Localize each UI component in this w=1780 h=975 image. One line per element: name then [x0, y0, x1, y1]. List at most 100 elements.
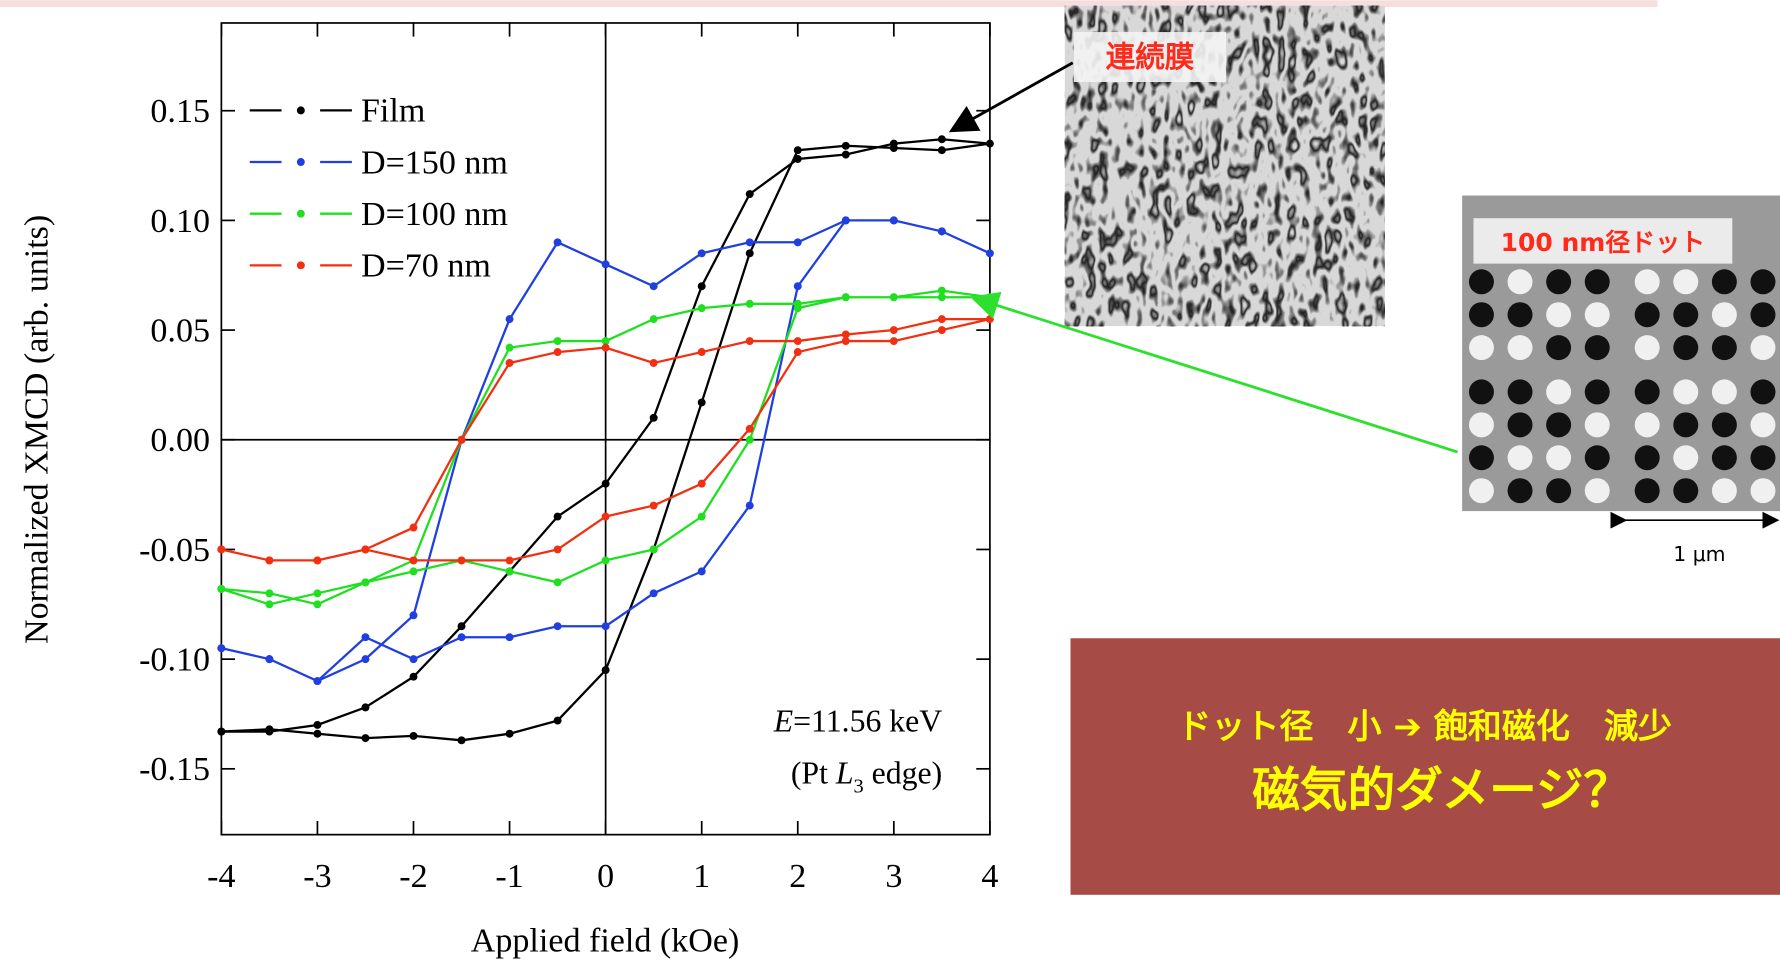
data-point: [505, 729, 514, 738]
data-point: [793, 155, 802, 163]
dot: [1507, 478, 1533, 504]
x-tick-label: -3: [303, 858, 331, 895]
data-point: [217, 545, 226, 554]
x-tick-label: 0: [597, 858, 614, 895]
dot: [1546, 478, 1572, 504]
data-point: [745, 424, 754, 433]
data-point: [457, 556, 466, 565]
data-point: [217, 584, 226, 593]
dot: [1750, 412, 1776, 438]
data-point: [553, 512, 562, 521]
annotation-part: L: [835, 756, 854, 791]
x-tick-label: -4: [207, 858, 235, 895]
scale-label: 1 μm: [1673, 542, 1725, 566]
dot: [1507, 445, 1533, 471]
data-point: [793, 337, 802, 346]
x-tick-label: -2: [399, 858, 427, 895]
data-point: [313, 720, 322, 729]
x-tick-label: -1: [495, 858, 523, 895]
data-point: [553, 348, 562, 357]
data-point: [937, 326, 946, 335]
data-point: [745, 238, 754, 247]
data-point: [841, 141, 850, 150]
dot: [1673, 379, 1699, 405]
x-tick-label: 2: [789, 858, 806, 895]
data-point: [841, 216, 850, 225]
data-point: [361, 703, 370, 712]
data-point: [697, 249, 706, 258]
dot: [1468, 412, 1494, 438]
data-point: [937, 315, 946, 324]
data-point: [745, 249, 754, 258]
data-point: [409, 672, 418, 681]
top-band: [0, 0, 1658, 8]
data-point: [505, 556, 514, 565]
data-point: [601, 479, 610, 488]
data-point: [601, 260, 610, 269]
dot: [1546, 412, 1572, 438]
dot: [1584, 302, 1610, 328]
x-tick-label: 3: [885, 858, 902, 895]
legend-swatch: [296, 106, 305, 115]
dot: [1711, 445, 1737, 471]
dot: [1584, 335, 1610, 361]
pointer-arrow: [948, 61, 1074, 133]
data-point: [457, 435, 466, 444]
legend-swatch: [296, 158, 305, 167]
data-point: [553, 238, 562, 247]
dot: [1634, 269, 1660, 295]
x-tick-label: 1: [693, 858, 710, 895]
data-point: [793, 238, 802, 247]
data-point: [937, 286, 946, 295]
data-point: [697, 512, 706, 521]
data-point: [601, 666, 610, 675]
annotation-part: =11.56 keV: [793, 703, 942, 738]
dot: [1750, 445, 1776, 471]
dot: [1634, 478, 1660, 504]
data-point: [505, 343, 514, 352]
data-point: [313, 729, 322, 738]
legend-label: D=150 nm: [361, 144, 508, 181]
y-tick-label: 0.15: [150, 93, 210, 130]
pointer-arrow: [970, 291, 1459, 454]
data-point: [265, 589, 274, 598]
data-point: [601, 337, 610, 346]
dot: [1584, 412, 1610, 438]
dot: [1546, 379, 1572, 405]
data-point: [505, 567, 514, 576]
dot: [1750, 379, 1776, 405]
label-box: [1473, 218, 1733, 264]
data-point: [409, 731, 418, 740]
dot: [1584, 445, 1610, 471]
dot: [1673, 445, 1699, 471]
dot: [1468, 302, 1494, 328]
data-point: [697, 567, 706, 576]
y-tick-label: -0.15: [139, 751, 210, 788]
y-tick-label: -0.05: [139, 532, 210, 569]
data-point: [697, 398, 706, 407]
dot: [1634, 412, 1660, 438]
data-point: [457, 622, 466, 631]
data-point: [361, 633, 370, 642]
data-point: [313, 556, 322, 565]
dot: [1584, 379, 1610, 405]
data-point: [649, 315, 658, 324]
data-point: [457, 633, 466, 642]
data-point: [313, 589, 322, 598]
data-point: [265, 556, 274, 565]
x-axis-title: Applied field (kOe): [471, 923, 740, 960]
annotation-part: E: [773, 703, 793, 738]
data-point: [553, 578, 562, 587]
data-point: [889, 337, 898, 346]
data-point: [601, 556, 610, 565]
data-point: [649, 545, 658, 554]
data-point: [937, 293, 946, 302]
data-point: [937, 227, 946, 236]
dot-label: 100 nm径ドット: [1501, 228, 1705, 257]
x-tick-label: 4: [981, 858, 998, 895]
data-point: [697, 479, 706, 488]
data-point: [601, 343, 610, 352]
data-point: [601, 512, 610, 521]
data-point: [649, 589, 658, 598]
